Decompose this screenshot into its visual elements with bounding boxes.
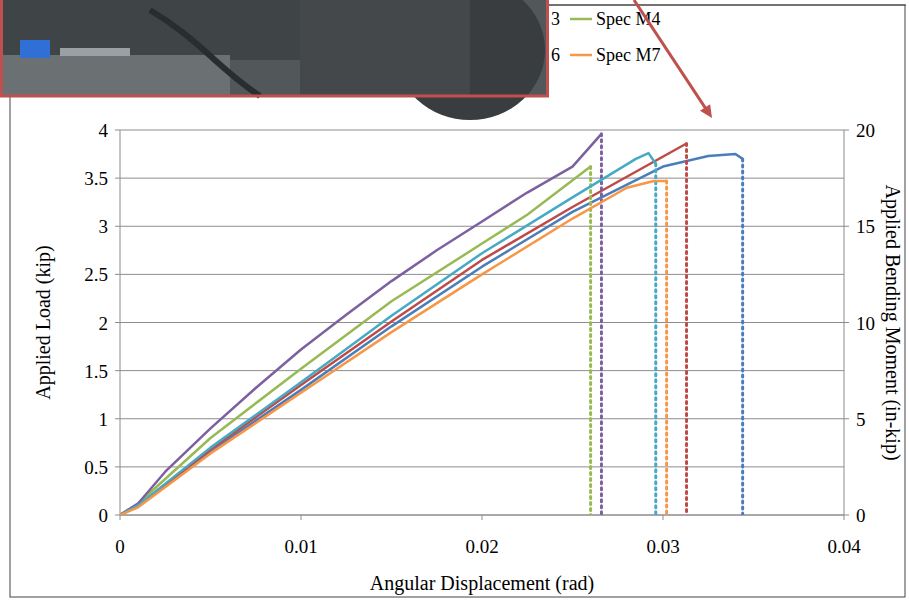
inset-photo <box>0 0 548 120</box>
failure-drop <box>589 167 592 515</box>
photo-shadow <box>0 0 300 60</box>
y2-tick-label: 20 <box>856 120 875 141</box>
failure-drop <box>685 143 688 515</box>
grid-line <box>120 178 844 179</box>
series-line <box>120 134 601 515</box>
photo-cable <box>150 10 260 96</box>
grid-line <box>120 515 844 516</box>
x-tick-label: 0.01 <box>284 536 317 557</box>
x-tick <box>120 515 121 520</box>
y-tick-label: 4 <box>99 120 109 141</box>
y-tick <box>115 322 120 323</box>
y-tick <box>115 466 120 467</box>
x-tick-label: 0 <box>115 536 125 557</box>
y-axis-line <box>120 130 121 515</box>
x-tick <box>663 515 664 520</box>
y-tick <box>115 226 120 227</box>
arrow-head <box>700 104 712 118</box>
legend-label: 6 <box>551 45 560 65</box>
y-tick <box>115 274 120 275</box>
x-axis-line <box>120 515 844 516</box>
grid-line <box>120 370 844 371</box>
grid-line <box>120 322 844 323</box>
y-tick-label: 2.5 <box>84 264 108 285</box>
annotation-arrow <box>634 0 712 118</box>
legend-label: 3 <box>551 9 560 29</box>
legend-border <box>548 5 906 6</box>
y2-tick <box>844 322 849 323</box>
failure-drop <box>665 181 668 515</box>
y-axis-title: Applied Load (kip) <box>32 245 55 399</box>
background <box>0 0 909 601</box>
photo-body <box>300 0 470 96</box>
legend-swatch <box>570 54 592 57</box>
x-tick-label: 0.04 <box>827 536 861 557</box>
legend-label: Spec M7 <box>596 45 661 65</box>
y-tick-label: 0.5 <box>84 457 108 478</box>
y2-tick <box>844 226 849 227</box>
y-tick <box>115 418 120 419</box>
grid-line <box>120 466 844 467</box>
series-line <box>120 181 667 515</box>
y2-tick-label: 15 <box>856 216 875 237</box>
y-tick-label: 1.5 <box>84 361 108 382</box>
grid-line <box>120 418 844 419</box>
x-tick-label: 0.02 <box>465 536 498 557</box>
y-tick-label: 1 <box>99 409 109 430</box>
y-tick <box>115 370 120 371</box>
y-tick-label: 0 <box>99 505 109 526</box>
y-tick-label: 2 <box>99 313 109 334</box>
x-tick <box>844 515 845 520</box>
y-tick-label: 3 <box>99 216 109 237</box>
x-tick-label: 0.03 <box>646 536 679 557</box>
photo-object <box>20 40 50 58</box>
grid-line <box>120 226 844 227</box>
photo-bar <box>60 48 130 56</box>
y2-tick-label: 0 <box>856 505 866 526</box>
y-tick <box>115 130 120 131</box>
arrow-shaft <box>634 0 708 111</box>
y2-tick-label: 10 <box>856 313 875 334</box>
failure-drop <box>600 134 603 515</box>
failure-drop <box>741 159 744 515</box>
y2-tick <box>844 418 849 419</box>
x-tick <box>301 515 302 520</box>
photo-frame <box>2 0 548 96</box>
y2-tick-label: 5 <box>856 409 866 430</box>
y2-tick <box>844 515 849 516</box>
plot-area <box>120 134 743 515</box>
y2-tick <box>844 130 849 131</box>
y-tick <box>115 178 120 179</box>
y2-axis-title: Applied Bending Moment (in-kip) <box>881 184 904 460</box>
y-tick-label: 3.5 <box>84 168 108 189</box>
photo-table <box>0 55 230 95</box>
legend-swatch <box>570 18 592 21</box>
failure-drop <box>654 164 657 515</box>
x-tick <box>482 515 483 520</box>
y-tick <box>115 515 120 516</box>
chart: 0 0.5 1 1.5 2 2.5 3 3.5 4 0 5 10 15 20 0 0.01 0.02 0.03 0.… <box>0 0 909 601</box>
x-axis-title: Angular Displacement (rad) <box>370 572 594 595</box>
grid-line <box>120 130 844 131</box>
photo-background <box>0 0 546 96</box>
y2-axis-line <box>844 130 845 515</box>
series-line <box>120 154 743 515</box>
